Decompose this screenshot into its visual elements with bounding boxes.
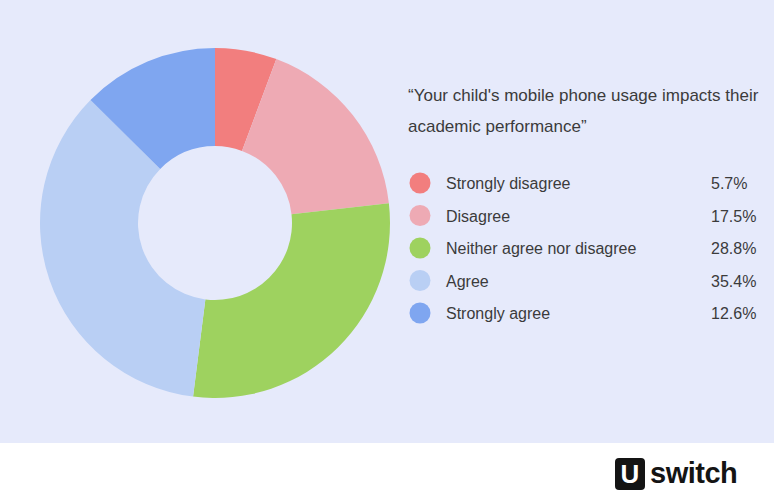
legend-label: Strongly disagree <box>446 175 571 192</box>
legend: Strongly disagree 5.7% Disagree 17.5% Neithe… <box>410 173 757 324</box>
slices <box>40 48 390 398</box>
legend-label: Agree <box>446 273 489 290</box>
legend-label: Neither agree nor disagree <box>446 240 636 257</box>
logo-mark: U <box>615 458 645 490</box>
legend-swatch <box>410 205 431 226</box>
legend-value: 35.4% <box>711 273 756 290</box>
slice <box>193 203 390 398</box>
slice <box>90 48 215 169</box>
chart: Strongly disagree 5.7% Disagree 17.5% Neithe… <box>0 0 774 443</box>
logo-name: switch <box>650 454 737 492</box>
legend-label: Strongly agree <box>446 305 550 322</box>
legend-swatch <box>410 173 431 194</box>
legend-swatch <box>410 238 431 259</box>
legend-label: Disagree <box>446 208 510 225</box>
title: “Your child's mobile phone usage impacts… <box>408 80 768 142</box>
legend-value: 28.8% <box>711 240 756 257</box>
legend-value: 12.6% <box>711 305 756 322</box>
legend-value: 17.5% <box>711 208 756 225</box>
legend-swatch <box>410 303 431 324</box>
slice <box>242 59 389 214</box>
legend-value: 5.7% <box>711 175 747 192</box>
legend-swatch <box>410 270 431 291</box>
